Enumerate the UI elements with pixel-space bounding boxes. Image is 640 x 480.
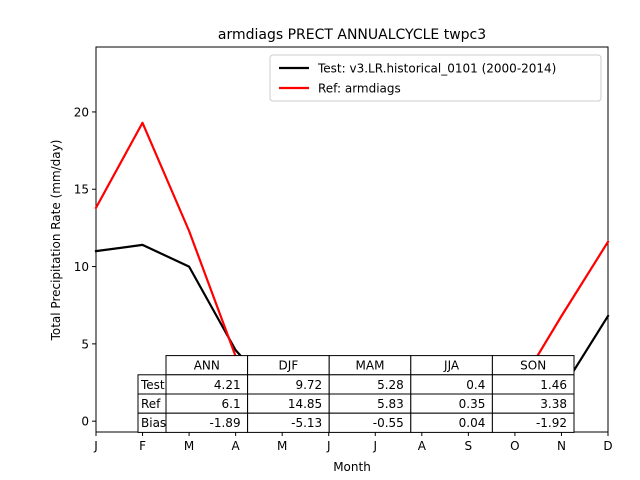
- x-tick-label: J: [93, 439, 98, 453]
- x-tick-label: J: [372, 439, 377, 453]
- table-cell-value: 0.04: [459, 416, 486, 430]
- table-cell-value: 9.72: [295, 378, 322, 392]
- table-cell-value: 4.21: [214, 378, 241, 392]
- table-row-header: Bias: [141, 416, 166, 430]
- x-tick-label: S: [465, 439, 473, 453]
- legend-box: [269, 54, 602, 102]
- table-cell-value: 0.35: [459, 397, 486, 411]
- x-tick-label: F: [139, 439, 146, 453]
- legend: Test: v3.LR.historical_0101 (2000-2014) …: [269, 54, 602, 102]
- x-tick-label: J: [326, 439, 331, 453]
- table-col-header: MAM: [356, 359, 385, 373]
- table-cell-value: 5.83: [377, 397, 404, 411]
- table-col-header: DJF: [279, 359, 299, 373]
- table-cell-value: 1.46: [540, 378, 567, 392]
- x-tick-label: A: [418, 439, 427, 453]
- x-tick-label: D: [603, 439, 612, 453]
- table-col-header: SON: [520, 359, 546, 373]
- x-tick-label: M: [184, 439, 194, 453]
- y-axis-label: Total Precipitation Rate (mm/day): [49, 140, 63, 342]
- x-axis-label: Month: [333, 460, 371, 474]
- table-row-header: Ref: [141, 397, 161, 411]
- y-tick-label: 20: [74, 105, 89, 119]
- stats-table: ANN DJF MAM JJA SON Test 4.21 9.72 5.28 0.4 1.46 Re…: [137, 355, 575, 433]
- x-tick-label: N: [557, 439, 566, 453]
- table-cell-value: -1.92: [536, 416, 567, 430]
- y-tick-label: 10: [74, 260, 89, 274]
- table-col-header: JJA: [443, 359, 460, 373]
- table-cell-value: 3.38: [540, 397, 567, 411]
- x-tick-label: A: [232, 439, 241, 453]
- table-cell-value: -0.55: [373, 416, 404, 430]
- table-row-header: Test: [140, 378, 165, 392]
- x-tick-label: O: [510, 439, 519, 453]
- table-col-header: ANN: [194, 359, 220, 373]
- legend-label-ref: Ref: armdiags: [318, 82, 401, 96]
- chart-title: armdiags PRECT ANNUALCYCLE twpc3: [218, 27, 486, 43]
- y-tick-label: 5: [81, 337, 89, 351]
- x-tick-label: M: [277, 439, 287, 453]
- legend-label-test: Test: v3.LR.historical_0101 (2000-2014): [317, 62, 556, 76]
- table-cell-value: 5.28: [377, 378, 404, 392]
- table-cell-value: 0.4: [466, 378, 485, 392]
- y-tick-label: 0: [81, 415, 89, 429]
- table-cell: [491, 412, 575, 433]
- table-cell-value: 14.85: [288, 397, 322, 411]
- y-tick-label: 15: [74, 183, 89, 197]
- table-cell-value: 6.1: [222, 397, 241, 411]
- table-cell-value: -1.89: [210, 416, 241, 430]
- table-cell-value: -5.13: [291, 416, 322, 430]
